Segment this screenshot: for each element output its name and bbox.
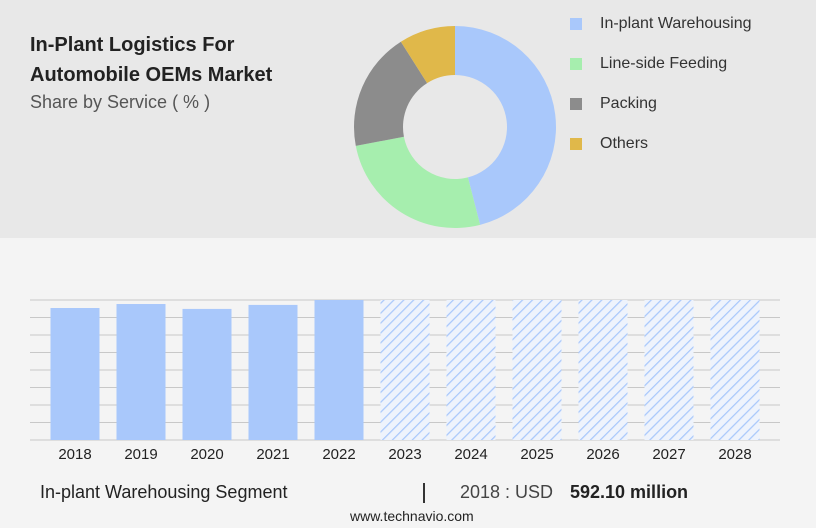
bar — [50, 308, 100, 440]
donut-slice — [355, 136, 481, 228]
forecast-placeholder — [710, 300, 760, 440]
source: www.technavio.com — [350, 508, 474, 524]
year-label: 2018 : USD — [460, 482, 554, 502]
donut-slice — [455, 26, 556, 225]
x-tick-label: 2020 — [190, 446, 223, 463]
bar — [314, 300, 364, 440]
forecast-placeholder — [644, 300, 694, 440]
chart-subtitle: Share by Service ( % ) — [30, 92, 211, 112]
bar — [248, 304, 298, 440]
legend-swatch — [570, 18, 582, 30]
bar — [182, 308, 232, 440]
legend-label: In-plant Warehousing — [600, 15, 752, 32]
value-label: 592.10 million — [570, 482, 689, 502]
x-tick-label: 2023 — [388, 446, 421, 463]
chart-title: In-Plant Logistics For Automobile OEMs M… — [30, 34, 273, 86]
segment-label: In-plant Warehousing Segment — [40, 482, 288, 502]
x-tick-label: 2021 — [256, 446, 289, 463]
bar — [116, 304, 166, 440]
x-tick-label: 2025 — [520, 446, 553, 463]
legend-swatch — [570, 138, 582, 150]
x-tick-label: 2018 — [58, 446, 91, 463]
legend-swatch — [570, 98, 582, 110]
forecast-placeholder — [578, 300, 628, 440]
donut-slice — [354, 41, 428, 146]
forecast-placeholder — [446, 300, 496, 440]
legend-label: Packing — [600, 95, 657, 112]
legend-swatch — [570, 58, 582, 70]
legend-label: Others — [600, 135, 648, 152]
legend-label: Line-side Feeding — [600, 55, 727, 72]
x-tick-label: 2022 — [322, 446, 355, 463]
forecast-placeholder — [512, 300, 562, 440]
x-tick-label: 2027 — [652, 446, 685, 463]
x-tick-label: 2028 — [718, 446, 751, 463]
forecast-placeholder — [380, 300, 430, 440]
x-tick-label: 2019 — [124, 446, 157, 463]
x-tick-label: 2024 — [454, 446, 487, 463]
donut-slice — [400, 26, 455, 84]
x-tick-label: 2026 — [586, 446, 619, 463]
